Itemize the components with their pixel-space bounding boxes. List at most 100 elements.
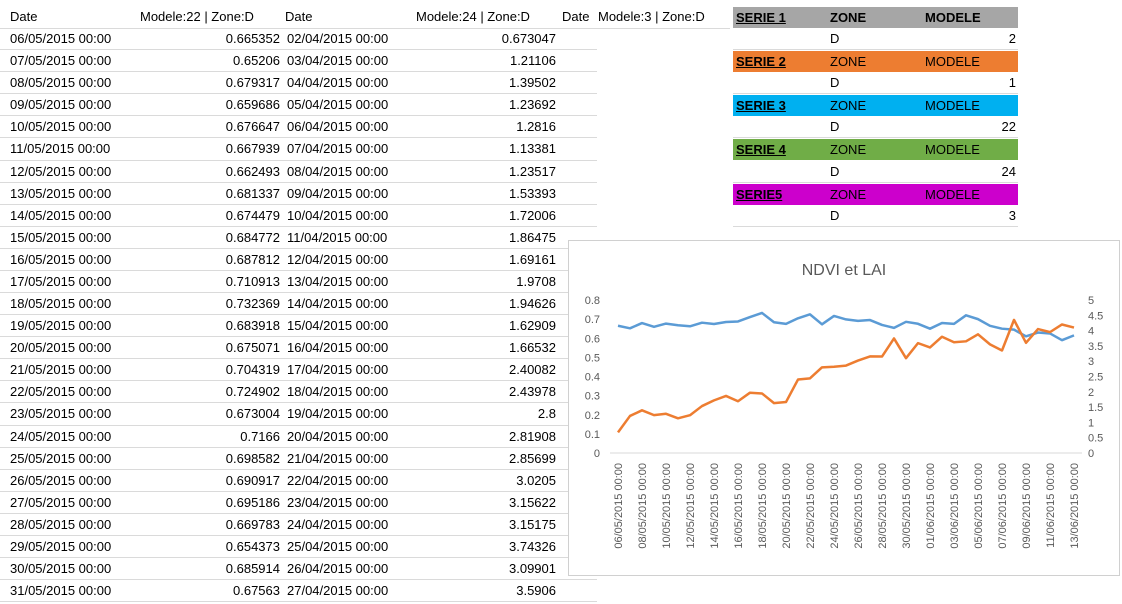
x-tick-label: 01/06/2015 00:00	[925, 463, 937, 549]
modele-label: MODELE	[925, 10, 981, 25]
date-cell: 28/05/2015 00:00	[10, 516, 112, 532]
date-cell: 15/05/2015 00:00	[10, 229, 112, 245]
value-cell: 0.698582	[225, 450, 280, 466]
value-cell: 3.09901	[509, 561, 556, 576]
date-cell: 18/04/2015 00:00	[287, 384, 389, 400]
y2-tick-label: 1	[1088, 417, 1094, 429]
row-line	[733, 49, 1018, 51]
x-tick-label: 13/06/2015 00:00	[1069, 463, 1081, 549]
row-line	[0, 49, 597, 51]
y2-tick-label: 4	[1088, 326, 1094, 338]
zone-label: ZONE	[830, 10, 867, 25]
zone-value: D	[830, 163, 840, 179]
x-tick-label: 24/05/2015 00:00	[829, 463, 841, 549]
y2-tick-label: 0	[1088, 448, 1094, 460]
value-cell: 3.5906	[516, 583, 556, 599]
series-title: SERIE 1	[736, 10, 786, 25]
value-cell: 1.21106	[509, 53, 556, 69]
value-cell: 3.0205	[516, 472, 556, 488]
date-cell: 14/04/2015 00:00	[287, 296, 389, 312]
modele-label: MODELE	[925, 186, 980, 202]
series-line	[617, 311, 1075, 342]
date-cell: 08/04/2015 00:00	[287, 163, 389, 179]
y-tick-label: 0.3	[585, 391, 600, 403]
date-cell: 07/04/2015 00:00	[287, 141, 389, 157]
row-line	[0, 93, 597, 95]
date-cell: 11/04/2015 00:00	[287, 229, 388, 245]
value-cell: 1.13381	[509, 141, 556, 157]
date-cell: 29/05/2015 00:00	[10, 538, 112, 554]
y2-tick-label: 0.5	[1088, 433, 1103, 445]
row-line	[0, 468, 597, 470]
zone-label: ZONE	[830, 98, 867, 114]
x-tick-label: 28/05/2015 00:00	[877, 463, 889, 549]
date-cell: 12/04/2015 00:00	[287, 251, 389, 267]
header-cell: Modele:24 | Zone:D	[416, 9, 530, 24]
value-cell: 0.704319	[225, 362, 280, 378]
y2-tick-label: 1.5	[1088, 402, 1103, 414]
x-tick-label: 22/05/2015 00:00	[805, 463, 817, 549]
series-title: SERIE 2	[736, 54, 786, 70]
value-cell: 0.659686	[225, 97, 280, 113]
value-cell: 1.62909	[509, 318, 556, 334]
date-cell: 13/04/2015 00:00	[287, 273, 389, 289]
row-line	[733, 225, 1018, 227]
date-cell: 15/04/2015 00:00	[287, 318, 389, 334]
date-cell: 05/04/2015 00:00	[287, 97, 389, 113]
row-line	[0, 402, 597, 404]
modele-label: MODELE	[925, 142, 980, 158]
value-cell: 1.72006	[509, 207, 556, 223]
value-cell: 1.69161	[509, 251, 556, 267]
y2-tick-label: 3.5	[1088, 341, 1103, 353]
date-cell: 07/05/2015 00:00	[10, 53, 112, 69]
value-cell: 0.683918	[225, 318, 280, 334]
date-cell: 09/05/2015 00:00	[10, 97, 112, 113]
date-cell: 23/05/2015 00:00	[10, 406, 112, 422]
value-cell: 1.23692	[509, 97, 556, 113]
y2-tick-label: 5	[1088, 295, 1094, 307]
date-cell: 17/04/2015 00:00	[287, 362, 389, 378]
modele-value: 1	[1008, 75, 1016, 91]
series-header	[733, 7, 1018, 28]
series-header	[733, 51, 1018, 73]
header-cell: Date	[285, 9, 313, 24]
value-cell: 1.53393	[509, 185, 556, 201]
value-cell: 1.9708	[516, 273, 556, 289]
row-line	[0, 512, 597, 514]
row-line	[0, 269, 597, 271]
date-cell: 10/04/2015 00:00	[287, 207, 389, 223]
value-cell: 3.15622	[509, 494, 556, 510]
date-cell: 06/05/2015 00:00	[10, 31, 112, 47]
value-cell: 1.39502	[509, 75, 556, 91]
row-line	[0, 159, 597, 161]
value-cell: 0.681337	[225, 185, 280, 201]
date-cell: 26/04/2015 00:00	[287, 561, 389, 576]
value-cell: 0.685914	[225, 561, 280, 576]
row-line	[0, 534, 597, 536]
row-line	[0, 71, 597, 73]
value-cell: 0.675071	[225, 340, 280, 356]
value-cell: 0.654373	[225, 538, 280, 554]
row-line	[0, 557, 597, 558]
row-line	[0, 115, 597, 117]
value-cell: 0.665352	[225, 31, 280, 47]
row-line	[733, 93, 1018, 95]
zone-value: D	[830, 207, 840, 223]
x-tick-label: 08/05/2015 00:00	[637, 463, 649, 549]
date-cell: 22/05/2015 00:00	[10, 384, 112, 400]
date-cell: 20/05/2015 00:00	[10, 340, 112, 356]
value-cell: 3.74326	[509, 538, 556, 554]
x-tick-label: 05/06/2015 00:00	[973, 463, 985, 549]
series-header	[733, 95, 1018, 117]
date-cell: 21/04/2015 00:00	[287, 450, 389, 466]
value-cell: 1.94626	[509, 296, 556, 312]
row-line	[0, 292, 597, 294]
date-cell: 31/05/2015 00:00	[10, 583, 112, 599]
y2-tick-label: 2.5	[1088, 372, 1103, 384]
value-cell: 2.43978	[509, 384, 556, 400]
value-cell: 2.8	[537, 406, 556, 422]
date-cell: 20/04/2015 00:00	[287, 428, 389, 444]
value-cell: 0.662493	[225, 163, 280, 179]
row-line	[0, 446, 597, 448]
